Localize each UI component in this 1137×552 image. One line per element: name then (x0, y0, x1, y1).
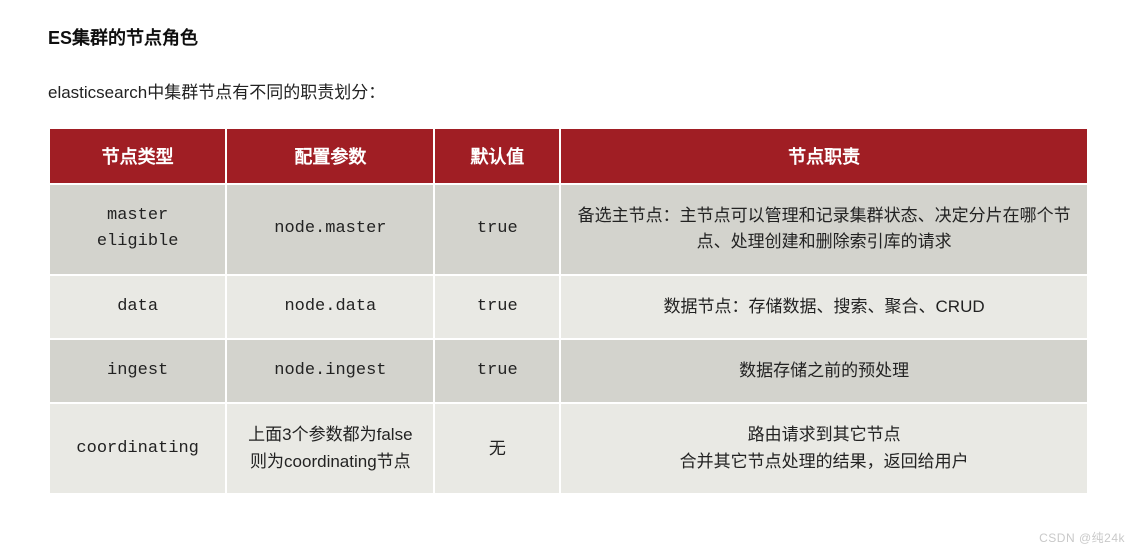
cell-duty: 路由请求到其它节点合并其它节点处理的结果，返回给用户 (561, 404, 1087, 493)
table-row: data node.data true 数据节点：存储数据、搜索、聚合、CRUD (50, 276, 1087, 338)
cell-type: master eligible (50, 185, 225, 274)
table-header-row: 节点类型 配置参数 默认值 节点职责 (50, 129, 1087, 183)
col-header-config: 配置参数 (227, 129, 433, 183)
cell-default: true (435, 340, 559, 402)
watermark-text: CSDN @纯24k (1039, 529, 1125, 546)
cell-duty: 数据存储之前的预处理 (561, 340, 1087, 402)
cell-duty: 备选主节点：主节点可以管理和记录集群状态、决定分片在哪个节点、处理创建和删除索引… (561, 185, 1087, 274)
cell-config: 上面3个参数都为false则为coordinating节点 (227, 404, 433, 493)
col-header-default: 默认值 (435, 129, 559, 183)
cell-default: true (435, 276, 559, 338)
cell-config: node.data (227, 276, 433, 338)
cell-config: node.ingest (227, 340, 433, 402)
intro-text: elasticsearch中集群节点有不同的职责划分： (48, 78, 1089, 103)
table-body: master eligible node.master true 备选主节点：主… (50, 185, 1087, 493)
cell-duty: 数据节点：存储数据、搜索、聚合、CRUD (561, 276, 1087, 338)
table-row: ingest node.ingest true 数据存储之前的预处理 (50, 340, 1087, 402)
cell-default: true (435, 185, 559, 274)
col-header-type: 节点类型 (50, 129, 225, 183)
col-header-duty: 节点职责 (561, 129, 1087, 183)
roles-table: 节点类型 配置参数 默认值 节点职责 master eligible node.… (48, 127, 1089, 495)
table-row: coordinating 上面3个参数都为false则为coordinating… (50, 404, 1087, 493)
cell-default: 无 (435, 404, 559, 493)
cell-type: ingest (50, 340, 225, 402)
cell-type: coordinating (50, 404, 225, 493)
cell-config: node.master (227, 185, 433, 274)
page-title: ES集群的节点角色 (48, 24, 1089, 50)
cell-type: data (50, 276, 225, 338)
table-row: master eligible node.master true 备选主节点：主… (50, 185, 1087, 274)
